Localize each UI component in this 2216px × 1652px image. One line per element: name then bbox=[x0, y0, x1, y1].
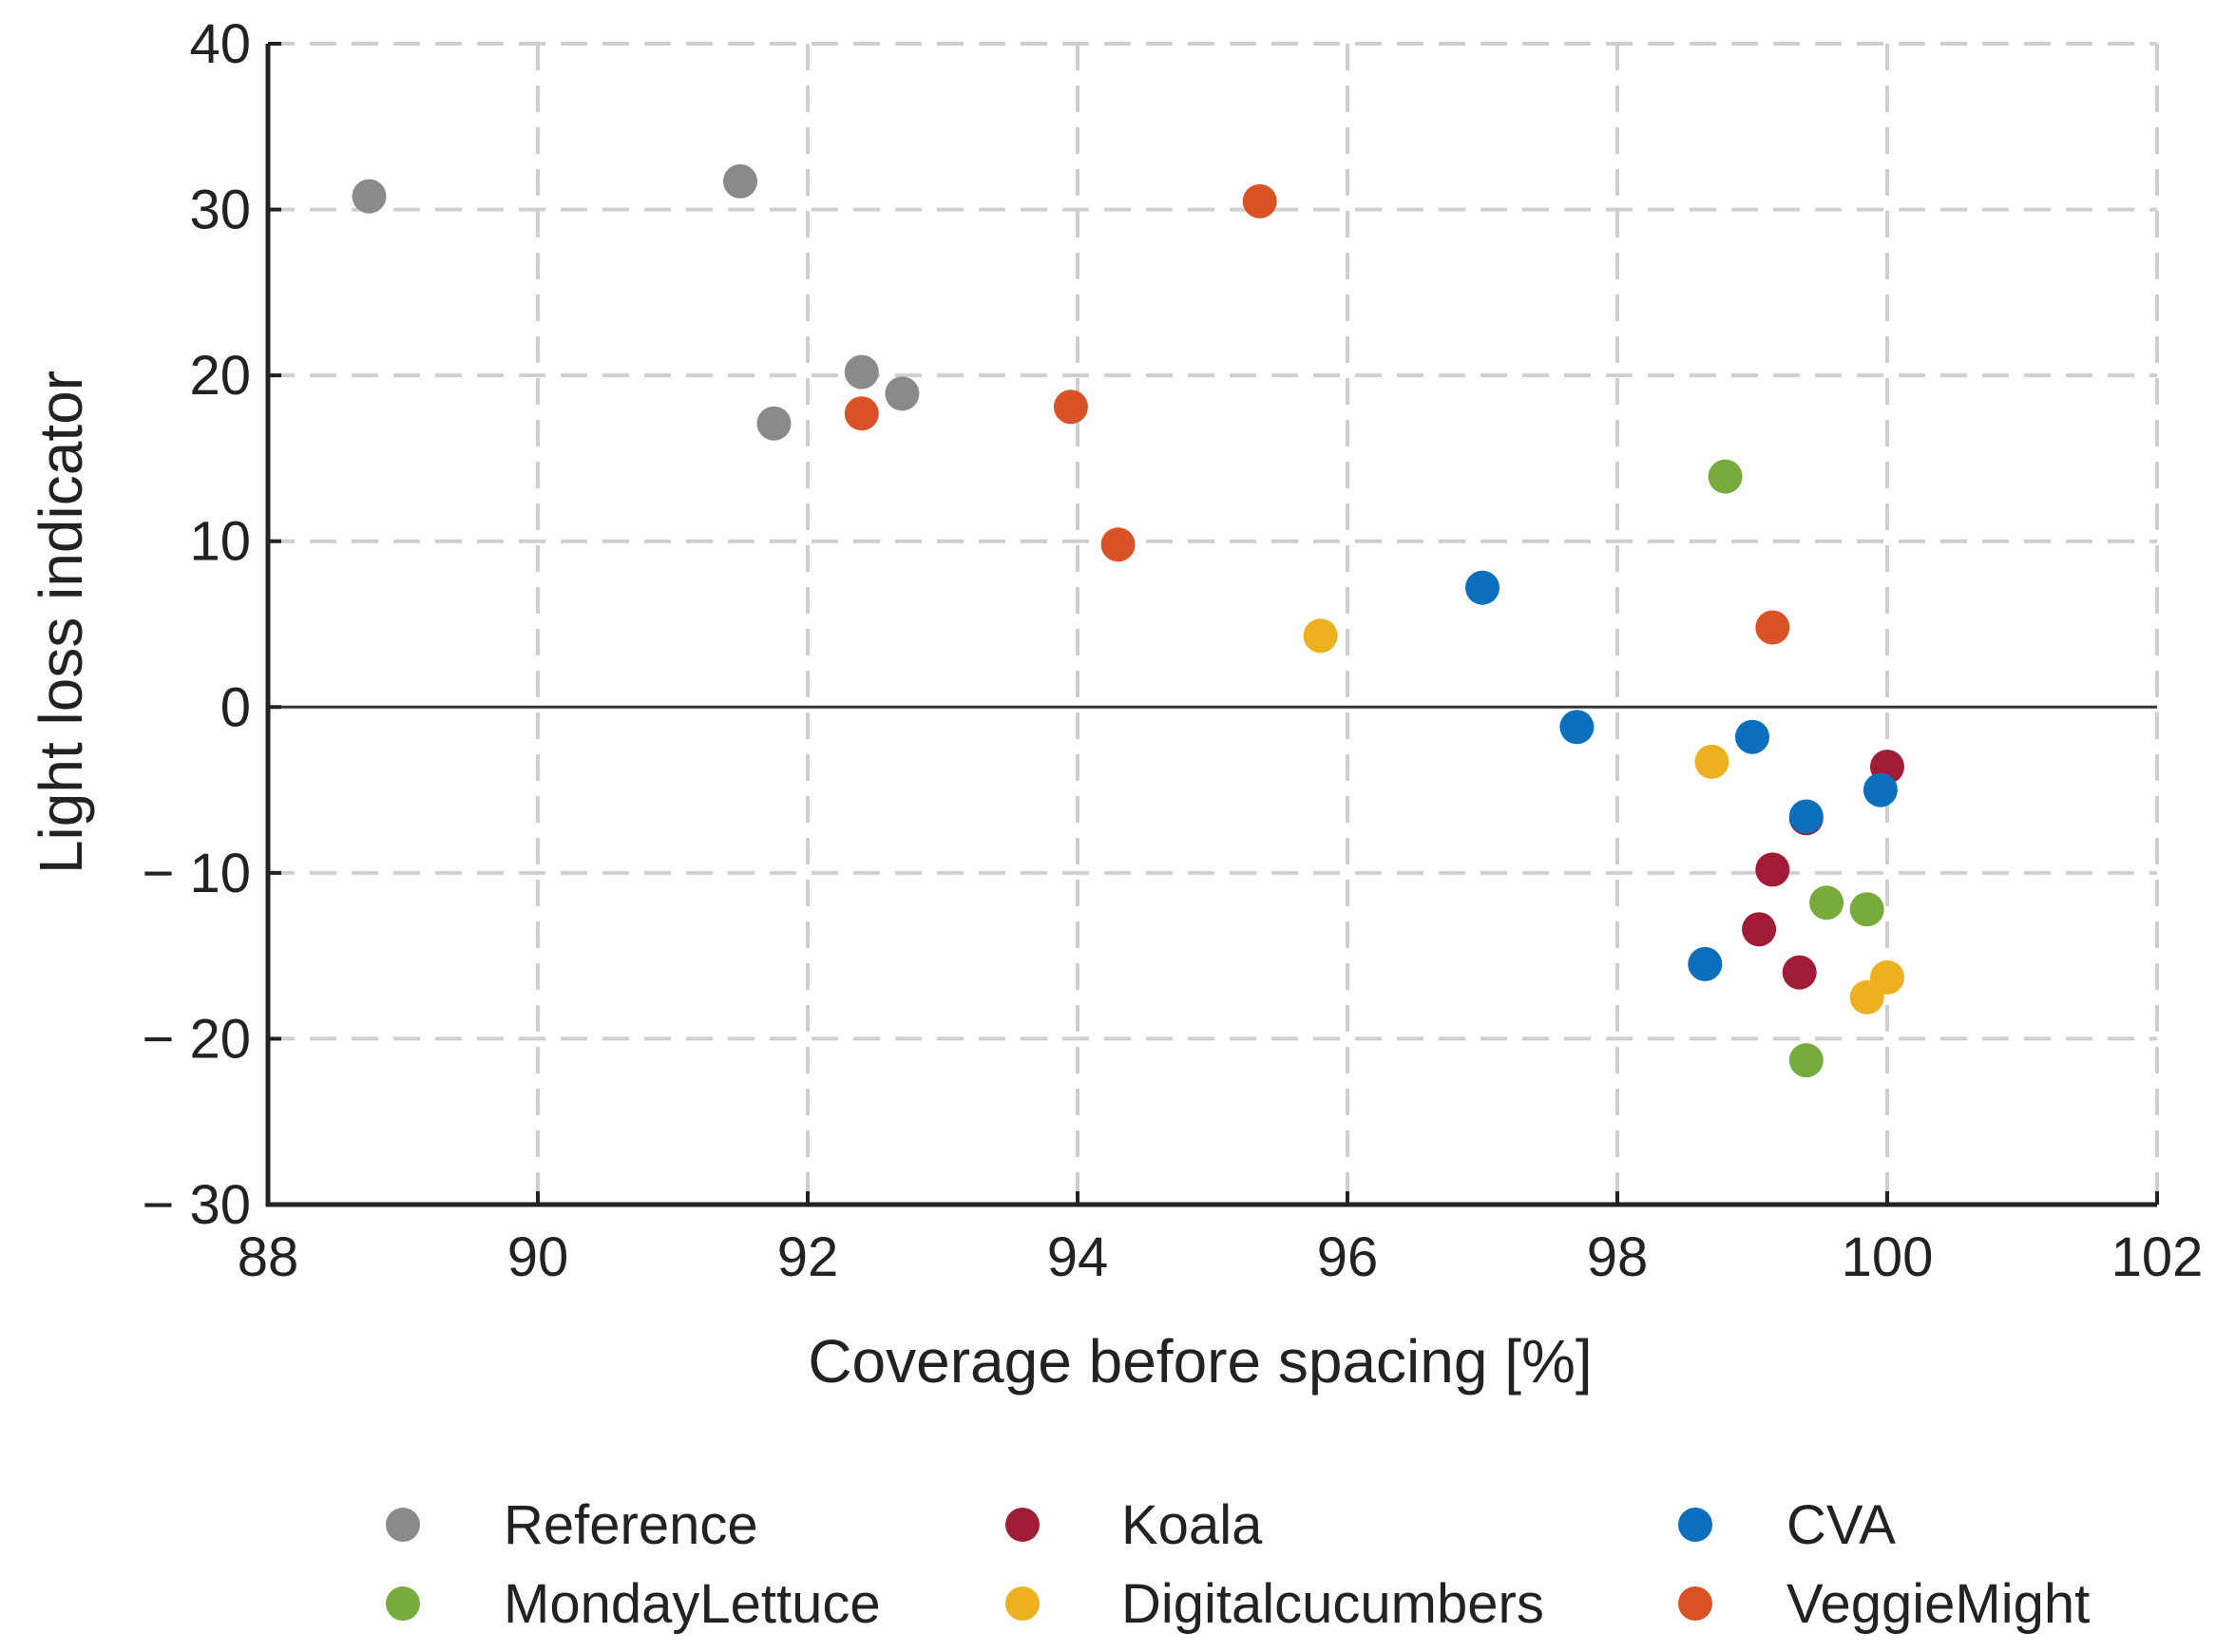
legend-label: Reference bbox=[504, 1494, 758, 1556]
legend-marker bbox=[1005, 1586, 1040, 1621]
data-point bbox=[723, 163, 757, 199]
data-point bbox=[1755, 852, 1790, 887]
series-mondaylettuce bbox=[1708, 459, 1884, 1078]
legend-item-koala: Koala bbox=[1005, 1494, 1263, 1556]
x-axis-title: Coverage before spacing [%] bbox=[808, 1327, 1592, 1396]
data-point bbox=[756, 406, 792, 441]
legend-item-reference: Reference bbox=[386, 1494, 758, 1556]
data-point bbox=[1708, 459, 1743, 494]
legend-marker bbox=[1005, 1508, 1040, 1542]
y-tick-label: 40 bbox=[189, 13, 251, 75]
legend-item-veggiemight: VeggieMight bbox=[1678, 1573, 2090, 1635]
data-point bbox=[1100, 527, 1136, 562]
x-tick-label: 102 bbox=[2111, 1226, 2204, 1288]
y-tick-label: 30 bbox=[189, 180, 251, 241]
legend-label: Digitalcucumbers bbox=[1121, 1573, 1544, 1635]
x-tick-label: 94 bbox=[1047, 1226, 1109, 1288]
x-tick-label: 100 bbox=[1842, 1226, 1934, 1288]
legend-item-mondaylettuce: MondayLettuce bbox=[386, 1573, 881, 1635]
x-tick-label: 96 bbox=[1317, 1226, 1379, 1288]
data-point bbox=[1242, 183, 1277, 218]
data-point bbox=[1053, 389, 1088, 425]
data-point bbox=[1465, 570, 1500, 605]
y-tick-label: 10 bbox=[189, 511, 251, 573]
legend: Reference Koala CVA MondayLettuce Digitalcuc… bbox=[386, 1494, 2090, 1635]
data-point bbox=[1742, 912, 1777, 947]
legend-marker bbox=[386, 1586, 420, 1621]
series-cva bbox=[1465, 570, 1898, 981]
x-tick-label: 98 bbox=[1587, 1226, 1649, 1288]
y-tick-label: − 30 bbox=[143, 1174, 252, 1236]
legend-item-digitalcucumbers: Digitalcucumbers bbox=[1005, 1573, 1544, 1635]
data-point bbox=[1849, 892, 1884, 927]
series-veggiemight bbox=[844, 183, 1790, 645]
data-point bbox=[1735, 719, 1769, 754]
series-reference bbox=[352, 163, 920, 441]
data-point bbox=[1755, 610, 1790, 645]
data-point bbox=[1849, 979, 1884, 1015]
x-tick-label: 92 bbox=[777, 1226, 839, 1288]
series-digitalcucumbers bbox=[1303, 618, 1904, 1015]
data-point bbox=[1788, 1043, 1824, 1078]
y-tick-label: 20 bbox=[189, 345, 251, 407]
legend-item-cva: CVA bbox=[1678, 1494, 1896, 1556]
legend-marker bbox=[1678, 1508, 1712, 1542]
axes-layer bbox=[265, 42, 2159, 1207]
legend-marker bbox=[386, 1508, 420, 1542]
x-tick-label: 88 bbox=[238, 1226, 299, 1288]
legend-label: Koala bbox=[1121, 1494, 1263, 1556]
data-point bbox=[1809, 885, 1844, 921]
y-axis-title: Light loss indicator bbox=[27, 370, 95, 874]
data-point bbox=[844, 396, 879, 431]
y-tick-label: − 20 bbox=[143, 1008, 252, 1070]
data-point bbox=[1863, 772, 1898, 807]
legend-label: VeggieMight bbox=[1786, 1573, 2090, 1635]
data-point bbox=[1788, 799, 1824, 834]
data-point bbox=[844, 354, 879, 389]
y-tick-label: 0 bbox=[220, 676, 251, 738]
data-point bbox=[352, 179, 387, 214]
data-point bbox=[1782, 955, 1817, 990]
grid-layer bbox=[268, 42, 2159, 1205]
legend-label: MondayLettuce bbox=[504, 1573, 881, 1635]
points-layer bbox=[352, 163, 1904, 1078]
legend-label: CVA bbox=[1786, 1494, 1896, 1556]
y-tick-label: − 10 bbox=[143, 843, 252, 904]
data-point bbox=[885, 376, 920, 411]
data-point bbox=[1559, 710, 1595, 745]
x-tick-label: 90 bbox=[507, 1226, 569, 1288]
data-point bbox=[1688, 946, 1723, 981]
data-point bbox=[1303, 618, 1338, 654]
data-point bbox=[1694, 744, 1729, 779]
legend-marker bbox=[1678, 1586, 1712, 1621]
